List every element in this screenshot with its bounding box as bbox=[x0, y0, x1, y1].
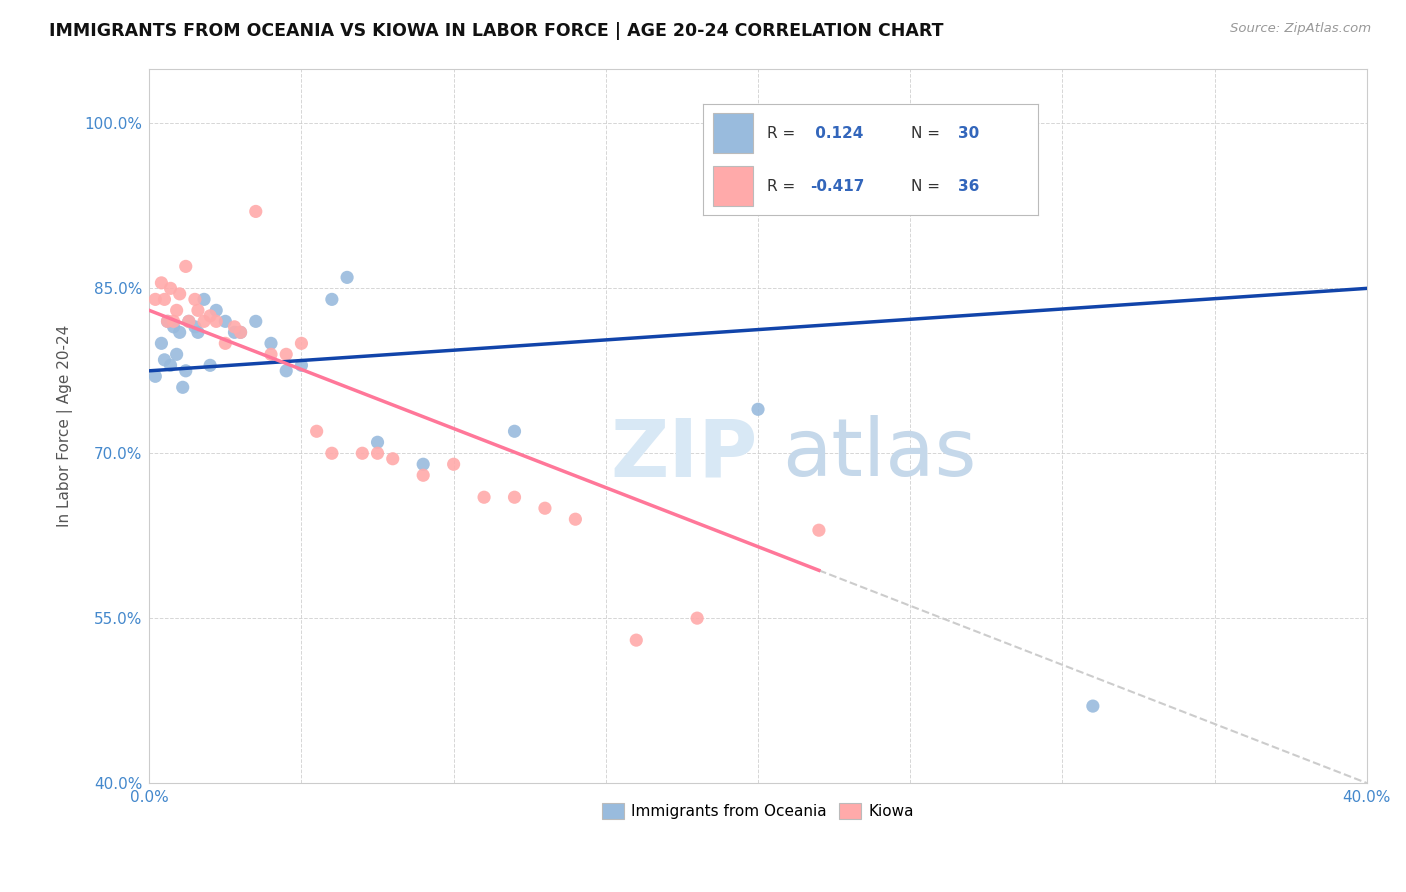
Point bbox=[443, 457, 465, 471]
Point bbox=[260, 347, 283, 361]
Point bbox=[229, 326, 252, 340]
Point bbox=[367, 435, 389, 450]
Text: atlas: atlas bbox=[782, 416, 977, 493]
Point bbox=[205, 314, 228, 328]
Point bbox=[224, 319, 246, 334]
Point bbox=[276, 347, 298, 361]
Point bbox=[169, 286, 191, 301]
Text: Source: ZipAtlas.com: Source: ZipAtlas.com bbox=[1230, 22, 1371, 36]
Point bbox=[187, 303, 209, 318]
Point bbox=[214, 314, 236, 328]
Point bbox=[321, 293, 343, 307]
Point bbox=[143, 369, 166, 384]
Point bbox=[367, 446, 389, 460]
Y-axis label: In Labor Force | Age 20-24: In Labor Force | Age 20-24 bbox=[58, 325, 73, 527]
Point bbox=[381, 451, 404, 466]
Point bbox=[169, 326, 191, 340]
Point bbox=[177, 314, 200, 328]
Point bbox=[193, 314, 215, 328]
Point bbox=[626, 633, 648, 648]
Point bbox=[150, 276, 173, 290]
Point bbox=[162, 314, 184, 328]
Point bbox=[564, 512, 586, 526]
Point bbox=[245, 314, 267, 328]
Point bbox=[534, 501, 557, 516]
Point bbox=[184, 293, 207, 307]
Point bbox=[153, 352, 176, 367]
Point bbox=[184, 319, 207, 334]
Text: ZIP: ZIP bbox=[610, 416, 758, 493]
Point bbox=[1081, 699, 1104, 714]
Point bbox=[412, 457, 434, 471]
Point bbox=[352, 446, 374, 460]
Point bbox=[153, 293, 176, 307]
Point bbox=[245, 204, 267, 219]
Point bbox=[412, 468, 434, 483]
Point bbox=[290, 359, 312, 373]
Point bbox=[503, 424, 526, 438]
Point bbox=[177, 314, 200, 328]
Point bbox=[198, 309, 221, 323]
Point bbox=[472, 490, 495, 504]
Point bbox=[807, 523, 830, 537]
Point bbox=[205, 303, 228, 318]
Point bbox=[321, 446, 343, 460]
Point bbox=[187, 326, 209, 340]
Point bbox=[503, 490, 526, 504]
Point bbox=[224, 326, 246, 340]
Text: IMMIGRANTS FROM OCEANIA VS KIOWA IN LABOR FORCE | AGE 20-24 CORRELATION CHART: IMMIGRANTS FROM OCEANIA VS KIOWA IN LABO… bbox=[49, 22, 943, 40]
Point bbox=[290, 336, 312, 351]
Point bbox=[260, 336, 283, 351]
Point bbox=[162, 319, 184, 334]
Point bbox=[166, 303, 188, 318]
Point bbox=[193, 293, 215, 307]
Point bbox=[156, 314, 179, 328]
Point bbox=[159, 359, 181, 373]
Point bbox=[172, 380, 194, 394]
Point bbox=[336, 270, 359, 285]
Point bbox=[276, 364, 298, 378]
Point bbox=[686, 611, 709, 625]
Point bbox=[174, 364, 197, 378]
Legend: Immigrants from Oceania, Kiowa: Immigrants from Oceania, Kiowa bbox=[596, 797, 920, 825]
Point bbox=[747, 402, 769, 417]
Point bbox=[305, 424, 328, 438]
Point bbox=[174, 260, 197, 274]
Point bbox=[143, 293, 166, 307]
Point bbox=[229, 326, 252, 340]
Point bbox=[198, 359, 221, 373]
Point bbox=[214, 336, 236, 351]
Point bbox=[156, 314, 179, 328]
Point bbox=[166, 347, 188, 361]
Point bbox=[150, 336, 173, 351]
Point bbox=[159, 281, 181, 295]
